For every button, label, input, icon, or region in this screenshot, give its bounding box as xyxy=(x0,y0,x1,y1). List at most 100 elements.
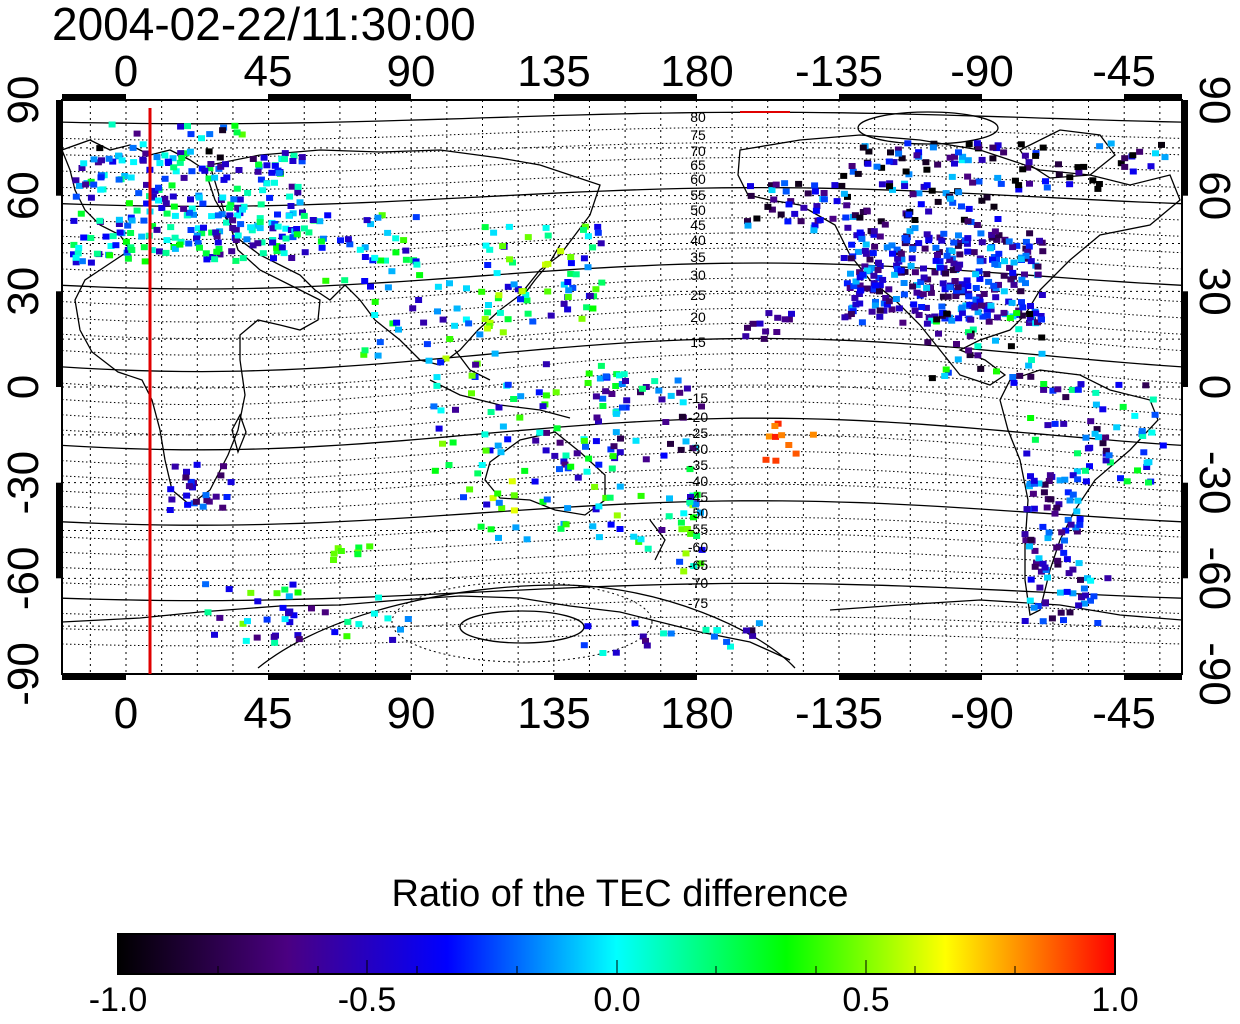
tec-cell xyxy=(1064,516,1072,523)
colorbar-tick-0: -1.0 xyxy=(88,981,148,1019)
tec-cell xyxy=(1129,152,1137,159)
tec-cell xyxy=(934,198,942,205)
tec-cell xyxy=(1151,411,1159,418)
tec-cell xyxy=(70,217,78,224)
tec-cell xyxy=(847,255,855,262)
tec-cell xyxy=(166,507,174,513)
tec-cell xyxy=(983,271,991,278)
tec-cell xyxy=(366,543,374,550)
tec-cell xyxy=(1089,177,1097,184)
tec-cell xyxy=(989,144,997,151)
tec-cell xyxy=(1006,264,1014,271)
tec-cell xyxy=(249,242,257,249)
tec-cell xyxy=(1024,248,1032,255)
tec-cell xyxy=(922,304,930,311)
tec-cell xyxy=(773,329,781,335)
tec-cell xyxy=(90,181,98,188)
tec-cell xyxy=(946,284,954,291)
tec-cell xyxy=(976,275,984,282)
right-lat-tick: 90 xyxy=(1190,76,1239,125)
tec-cell xyxy=(772,181,780,188)
tec-cell xyxy=(874,267,882,273)
tec-cell xyxy=(1026,480,1034,487)
tec-cell xyxy=(288,255,296,261)
tec-cell xyxy=(938,237,946,244)
tec-cell xyxy=(844,224,852,231)
tec-cell xyxy=(851,212,859,219)
tec-cell xyxy=(294,632,302,639)
tec-cell xyxy=(859,209,867,215)
bottom-lon-tick: -135 xyxy=(795,689,883,738)
tec-cell xyxy=(938,303,946,310)
tec-cell xyxy=(986,245,994,252)
tec-cell xyxy=(177,123,185,130)
tec-cell xyxy=(286,608,294,615)
south-pole-contour-outer xyxy=(391,581,653,663)
tec-cell xyxy=(219,504,227,511)
tec-cell xyxy=(951,153,958,160)
tec-cell xyxy=(560,300,568,307)
tec-cell xyxy=(747,183,754,190)
tec-cell xyxy=(201,167,209,174)
tec-cell xyxy=(1009,374,1017,380)
tec-cell xyxy=(797,218,805,225)
tec-cell xyxy=(1040,386,1048,393)
tec-cell xyxy=(713,627,721,634)
tec-cell xyxy=(936,264,944,271)
tec-cell xyxy=(943,310,951,317)
tec-cell xyxy=(800,204,808,211)
tec-cell xyxy=(478,462,486,468)
tec-cell xyxy=(963,277,971,284)
tec-cell xyxy=(1000,309,1008,316)
tec-cell xyxy=(499,329,507,336)
tec-cell xyxy=(928,187,936,194)
tec-cell xyxy=(1060,420,1068,427)
tec-cell xyxy=(1057,589,1064,596)
tec-cell xyxy=(115,216,123,223)
tec-cell xyxy=(854,170,862,177)
tec-cell xyxy=(1034,271,1042,278)
tec-cell xyxy=(1026,230,1034,237)
tec-cell xyxy=(1036,584,1044,591)
tec-cell xyxy=(70,251,77,258)
tec-cell xyxy=(689,445,697,452)
tec-cell xyxy=(585,370,593,377)
tec-cell xyxy=(232,237,240,243)
tec-cell xyxy=(902,168,910,175)
top-lon-tick: 90 xyxy=(387,47,436,96)
tec-cell xyxy=(1027,373,1035,380)
tec-cell xyxy=(271,179,278,186)
tec-cell xyxy=(217,472,225,479)
mag-lat-contour xyxy=(62,533,1182,556)
tec-cell xyxy=(1143,464,1151,470)
tec-cell xyxy=(592,286,600,293)
tec-cell xyxy=(70,241,78,248)
tec-cell xyxy=(445,462,453,468)
tec-cell xyxy=(256,215,264,222)
tec-cell xyxy=(978,156,986,163)
tec-cell xyxy=(115,221,123,227)
tec-cell xyxy=(168,182,176,189)
tec-cell xyxy=(171,212,179,219)
tec-cell xyxy=(153,226,161,233)
tec-cell xyxy=(782,188,790,195)
tec-cell xyxy=(484,309,492,316)
tec-cell xyxy=(616,372,623,379)
colorbar-tick-3: 0.5 xyxy=(842,981,890,1019)
tec-cell xyxy=(286,193,294,200)
tec-cell xyxy=(642,456,650,463)
tec-cell xyxy=(1068,386,1076,393)
tec-cell xyxy=(227,201,235,208)
tec-cell xyxy=(1044,422,1052,429)
tec-cell xyxy=(595,534,603,541)
tec-cell xyxy=(1087,577,1095,584)
tec-cell xyxy=(885,298,893,305)
tec-cell xyxy=(256,219,264,225)
tec-cell xyxy=(876,282,884,289)
tec-cell xyxy=(744,324,751,331)
tec-cell xyxy=(258,239,266,246)
tec-cell xyxy=(991,228,999,235)
tec-cell xyxy=(954,242,962,249)
mag-lat-label: -55 xyxy=(688,521,708,537)
tec-cell xyxy=(75,244,83,251)
